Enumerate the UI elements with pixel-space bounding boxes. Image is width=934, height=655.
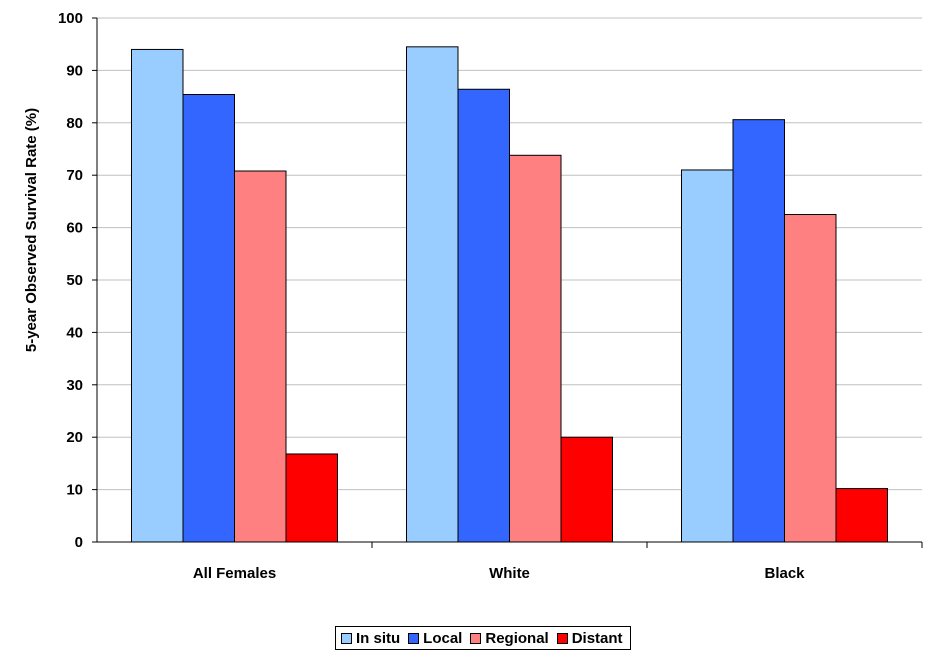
- y-tick-label: 60: [66, 220, 83, 237]
- legend-label: Regional: [485, 629, 549, 647]
- y-tick-label: 80: [66, 115, 83, 132]
- x-category-labels: All Females White Black: [193, 565, 805, 582]
- bar-local: [182, 94, 235, 543]
- legend-item: In situ: [341, 630, 400, 647]
- legend-label: Distant: [571, 629, 623, 647]
- legend-swatch: [556, 632, 568, 644]
- y-tick-label: 100: [58, 10, 83, 27]
- legend-swatch: [408, 632, 420, 644]
- legend-swatch: [470, 632, 482, 644]
- x-category-label: White: [489, 565, 530, 582]
- y-tick-label: 10: [66, 482, 83, 499]
- bar-local: [732, 119, 785, 543]
- x-category-label: Black: [764, 565, 805, 582]
- bars: [131, 46, 888, 543]
- y-tick-labels: 0 10 20 30 40 50 60 70 80 90 100: [58, 10, 83, 551]
- x-category-label: All Females: [193, 565, 276, 582]
- axes: [92, 17, 923, 548]
- bar-regional: [784, 214, 837, 543]
- legend-item: Distant: [556, 629, 623, 647]
- bar-in-situ: [681, 169, 734, 543]
- legend-item: Regional: [470, 629, 549, 647]
- y-tick-label: 40: [66, 324, 83, 341]
- y-tick-label: 0: [75, 534, 83, 551]
- y-tick-label: 70: [66, 167, 83, 184]
- bar-in-situ: [131, 48, 184, 543]
- legend-label: In situ: [356, 629, 401, 647]
- legend-label: Local: [423, 629, 463, 647]
- legend-item: Local: [408, 630, 462, 647]
- bar-distant: [835, 488, 888, 543]
- bar-in-situ: [406, 46, 459, 543]
- y-tick-label: 50: [66, 272, 83, 289]
- y-axis-label: 5-year Observed Survival Rate (%): [23, 108, 40, 352]
- y-tick-label: 30: [66, 377, 83, 394]
- bar-local: [457, 88, 510, 543]
- legend: In situ Local Regional Distant: [335, 626, 631, 650]
- bar-distant: [285, 453, 338, 543]
- y-tick-label: 20: [66, 429, 83, 446]
- legend-swatch: [341, 632, 352, 644]
- y-tick-label: 90: [66, 62, 83, 79]
- bar-regional: [234, 170, 287, 543]
- bar-regional: [509, 154, 562, 543]
- bar-distant: [560, 436, 613, 543]
